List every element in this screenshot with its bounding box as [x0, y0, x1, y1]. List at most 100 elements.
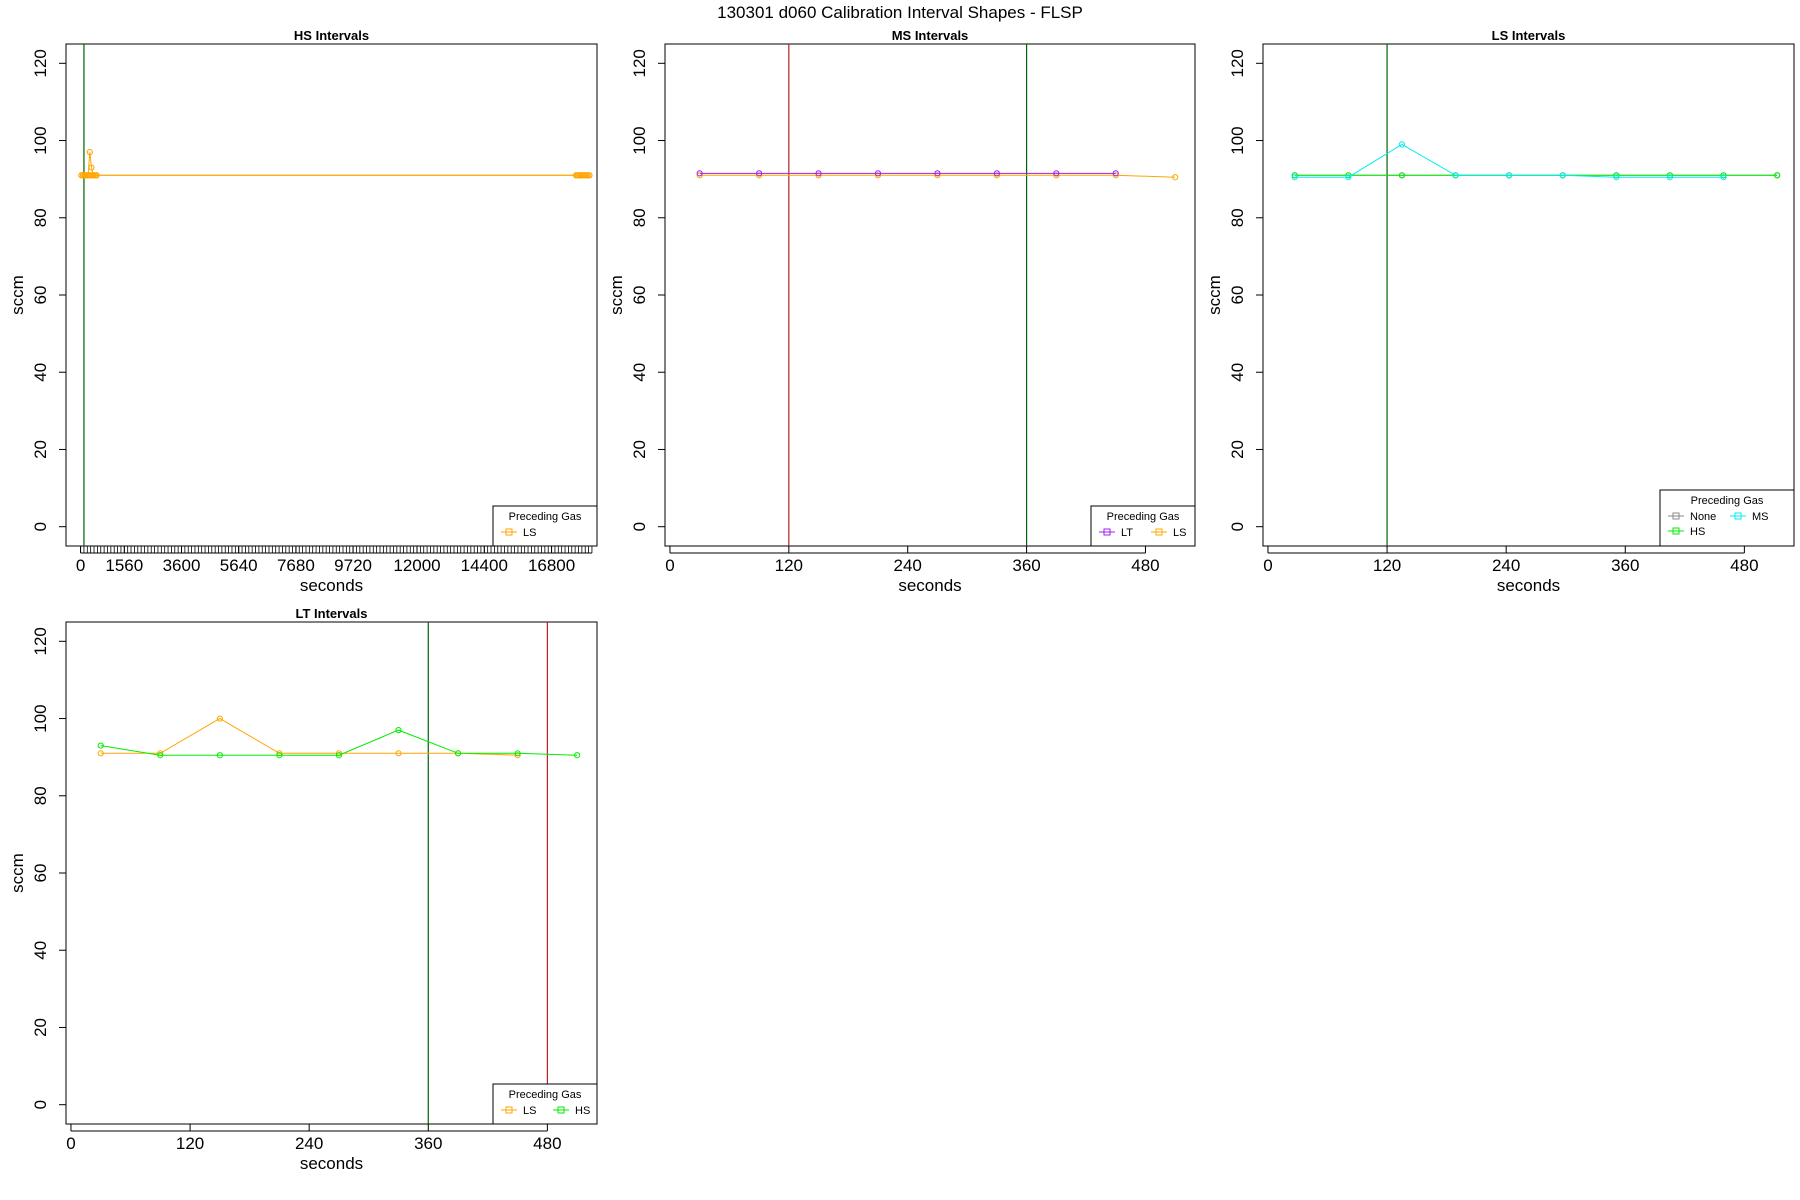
data-point-ms [1559, 172, 1566, 179]
y-axis-label: sccm [607, 275, 626, 315]
y-tick-label: 40 [31, 363, 50, 382]
data-point-ls [93, 172, 100, 179]
x-tick-label: 360 [1611, 556, 1639, 575]
data-point-hs [1774, 172, 1781, 179]
data-point-ls [86, 149, 93, 156]
data-point-ls [815, 172, 822, 179]
series-line-ls [699, 174, 1176, 178]
y-tick-label: 100 [1228, 126, 1247, 154]
legend-marker-ms [1734, 512, 1742, 520]
x-tick-label: 7680 [277, 556, 315, 575]
y-axis-label: sccm [8, 275, 27, 315]
data-point-hs [1398, 172, 1406, 179]
data-point-ls [993, 172, 1000, 179]
data-point-hs [276, 752, 283, 759]
data-point-ls [874, 172, 882, 179]
y-tick-label: 60 [31, 864, 50, 883]
x-tick-label: 480 [1131, 556, 1159, 575]
data-point-hs [574, 752, 581, 759]
data-point-ls [756, 172, 763, 179]
legend-title: Preceding Gas [509, 511, 582, 523]
data-point-hs [454, 750, 462, 757]
y-tick-label: 0 [31, 522, 50, 531]
legend-label-none: None [1690, 511, 1716, 523]
data-point-ls [514, 752, 521, 759]
x-tick-label: 0 [76, 556, 85, 575]
y-tick-label: 120 [31, 49, 50, 77]
x-tick-label: 9720 [334, 556, 372, 575]
y-tick-label: 60 [31, 286, 50, 305]
plot-frame [65, 43, 598, 547]
data-point-hs [395, 727, 402, 734]
legend-label-hs: HS [1690, 526, 1705, 538]
y-tick-label: 100 [630, 126, 649, 154]
y-tick-label: 0 [1228, 522, 1247, 531]
y-tick-label: 60 [1228, 286, 1247, 305]
legend: Preceding Gas LS HS [492, 1083, 598, 1125]
x-tick-label: 120 [176, 1134, 204, 1153]
plot-frame [1262, 43, 1795, 547]
data-point-ls [157, 750, 164, 757]
data-point-lt [1112, 170, 1119, 177]
x-tick-label: 240 [295, 1134, 323, 1153]
data-point-hs [1291, 172, 1298, 179]
legend-box [492, 505, 598, 547]
y-axis-label: sccm [1205, 275, 1224, 315]
y-tick-label: 80 [1228, 208, 1247, 227]
data-point-ls [216, 715, 223, 722]
panel-title: HS Intervals [294, 28, 369, 43]
x-tick-label: 480 [533, 1134, 561, 1153]
x-tick-label: 120 [1373, 556, 1401, 575]
legend-marker-hs [1672, 527, 1680, 535]
y-tick-label: 0 [630, 522, 649, 531]
legend-marker-none [1672, 512, 1680, 520]
legend: Preceding Gas None MS HS [1659, 489, 1795, 547]
legend-label-ls: LS [523, 1105, 536, 1117]
data-point-ls [395, 750, 402, 757]
y-tick-label: 80 [630, 208, 649, 227]
legend-marker-ls [505, 1106, 513, 1114]
x-tick-label: 5640 [220, 556, 258, 575]
data-point-hs [157, 752, 164, 759]
data-point-ms [1291, 174, 1298, 181]
y-axis-label: sccm [8, 853, 27, 893]
x-tick-label: 480 [1730, 556, 1758, 575]
data-point-hs [335, 752, 343, 759]
y-tick-label: 20 [630, 440, 649, 459]
chart-panel-4: LT Intervals 0 20 40 60 80 100 120 0 120 240 360 480… [8, 606, 598, 1173]
plot-frame [664, 43, 1196, 547]
data-point-ls [696, 172, 703, 179]
legend-marker-lt [1103, 528, 1111, 536]
legend: Preceding Gas LT LS [1090, 505, 1196, 547]
x-tick-label: 14400 [461, 556, 508, 575]
data-point-ms [1398, 141, 1406, 148]
x-tick-label: 240 [894, 556, 922, 575]
data-point-lt [815, 170, 822, 177]
x-tick-label: 3600 [163, 556, 201, 575]
x-tick-label: 0 [1263, 556, 1272, 575]
series-line-ms [1294, 143, 1724, 178]
chart-panel-2: MS Intervals 0 20 40 60 80 100 120 0 120 240 360 480… [607, 28, 1196, 595]
legend-label-hs: HS [575, 1105, 590, 1117]
plot-frame [65, 621, 598, 1125]
data-point-ls [1053, 172, 1060, 179]
series-line-hs [100, 729, 578, 756]
y-tick-label: 40 [630, 363, 649, 382]
legend-label-ms: MS [1752, 511, 1769, 523]
panel-title: LS Intervals [1492, 28, 1566, 43]
legend-marker-hs [557, 1106, 565, 1114]
x-tick-label: 0 [66, 1134, 75, 1153]
data-point-ls [335, 750, 343, 757]
y-tick-label: 20 [1228, 440, 1247, 459]
y-tick-label: 20 [31, 440, 50, 459]
legend-title: Preceding Gas [1107, 511, 1180, 523]
legend-label-ls: LS [523, 527, 536, 539]
series-line-ls [81, 152, 590, 176]
y-tick-label: 40 [31, 941, 50, 960]
y-tick-label: 80 [31, 786, 50, 805]
y-tick-label: 120 [1228, 49, 1247, 77]
data-point-ms [1720, 174, 1727, 181]
data-point-ms [1506, 172, 1513, 179]
data-point-hs [1613, 172, 1620, 179]
